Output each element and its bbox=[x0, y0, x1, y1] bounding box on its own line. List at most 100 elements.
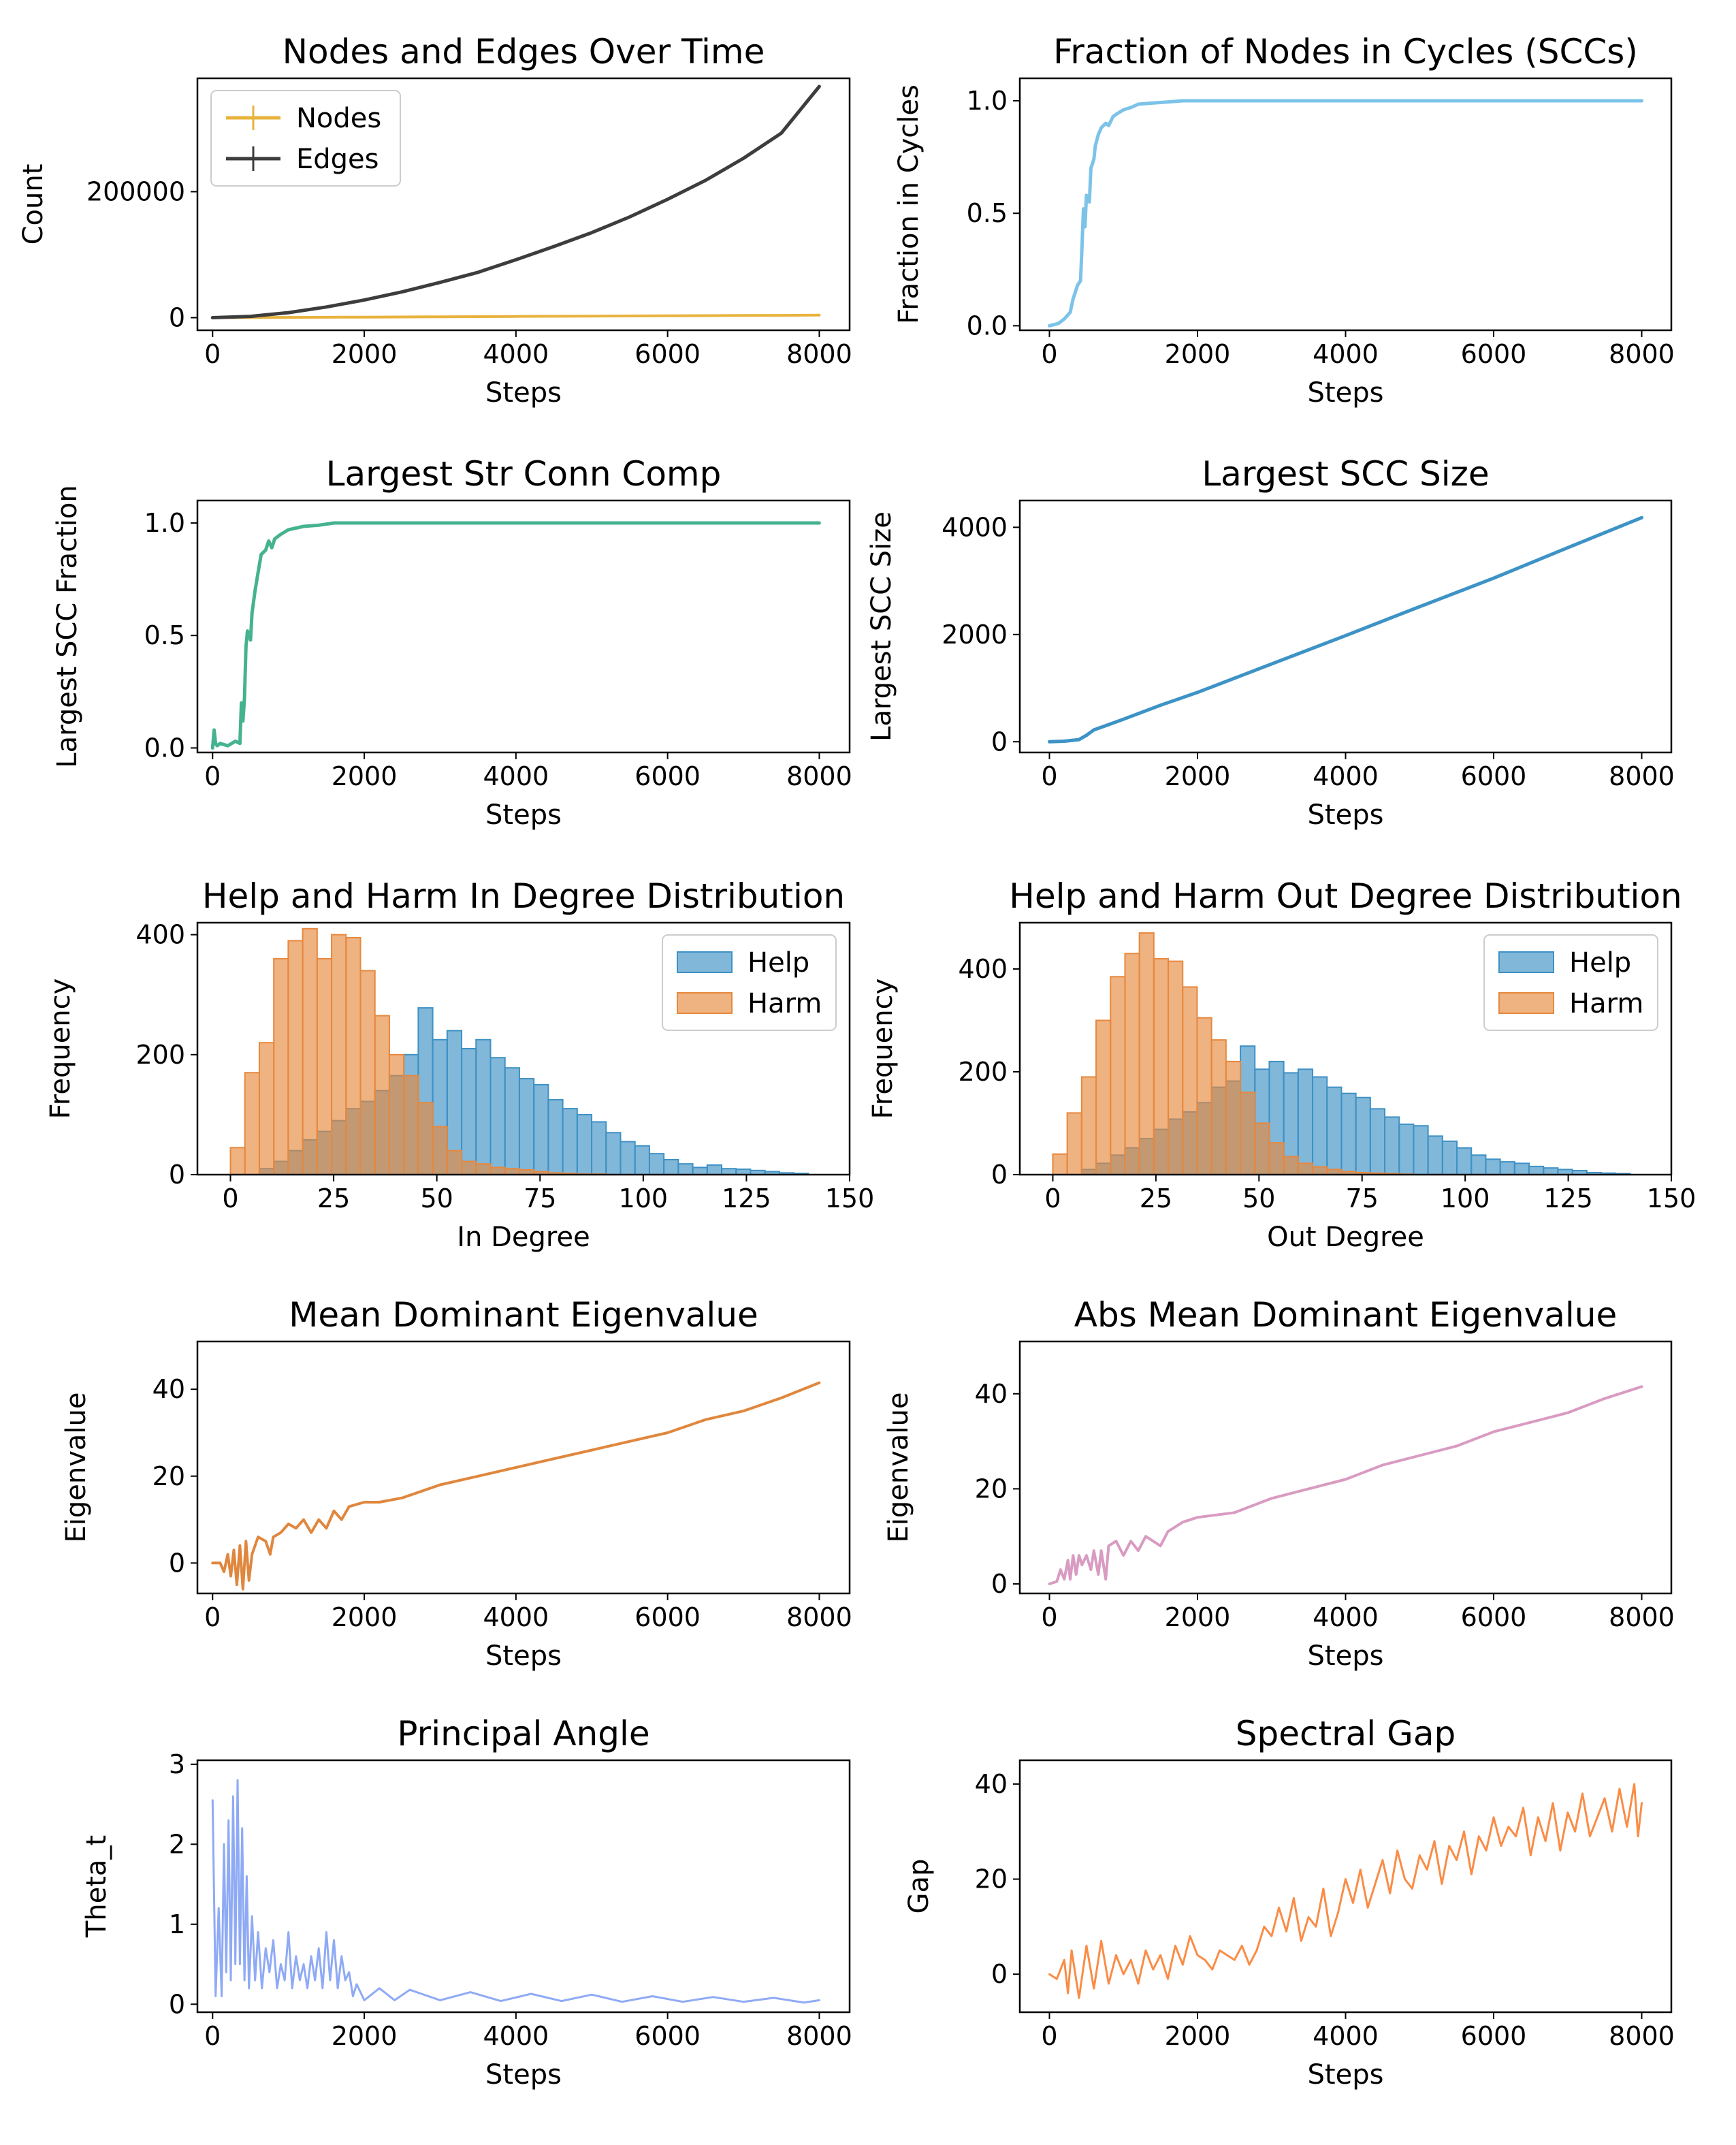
bar-help bbox=[1384, 1116, 1400, 1175]
bar-harm bbox=[244, 1072, 260, 1175]
bar-harm bbox=[1066, 1112, 1082, 1175]
bar-harm bbox=[345, 937, 361, 1175]
y-axis-label: Eigenvalue bbox=[61, 1393, 92, 1543]
bar-harm bbox=[273, 957, 289, 1175]
bar-harm bbox=[316, 957, 333, 1175]
x-tick-label: 4000 bbox=[483, 339, 549, 369]
bar-help bbox=[576, 1113, 593, 1175]
x-tick-label: 100 bbox=[619, 1183, 669, 1213]
chart-title: Abs Mean Dominant Eigenvalue bbox=[1074, 1295, 1617, 1335]
x-axis-label: Steps bbox=[1308, 1640, 1384, 1672]
bar-help bbox=[706, 1164, 723, 1175]
legend-swatch-help bbox=[1498, 951, 1554, 973]
bar-harm bbox=[1225, 1060, 1242, 1175]
chart-title: Fraction of Nodes in Cycles (SCCs) bbox=[1053, 32, 1638, 72]
bar-help bbox=[518, 1078, 535, 1175]
axes-frame bbox=[196, 921, 851, 1176]
axes-frame bbox=[1018, 1340, 1673, 1595]
bar-help bbox=[1456, 1147, 1473, 1175]
y-axis-label: Gap bbox=[903, 1859, 935, 1914]
plot-area bbox=[1048, 1385, 1643, 1585]
bar-harm bbox=[1168, 960, 1184, 1175]
x-tick-label: 8000 bbox=[1609, 761, 1675, 791]
bar-harm bbox=[403, 1075, 419, 1175]
axes-frame bbox=[1018, 1759, 1673, 2014]
axes-frame bbox=[1018, 77, 1673, 332]
bar-harm bbox=[302, 927, 318, 1175]
series-line-gap bbox=[1048, 1783, 1643, 1999]
bar-harm bbox=[287, 940, 304, 1175]
x-tick-label: 4000 bbox=[1313, 2021, 1379, 2051]
bar-harm bbox=[359, 970, 376, 1175]
y-axis-label: Eigenvalue bbox=[883, 1393, 914, 1543]
y-tick-label: 0.5 bbox=[144, 620, 185, 650]
x-tick-label: 125 bbox=[722, 1183, 771, 1213]
x-tick-label: 75 bbox=[524, 1183, 556, 1213]
bar-help bbox=[1470, 1154, 1487, 1175]
y-tick-label: 2 bbox=[169, 1829, 185, 1859]
bar-harm bbox=[1196, 1017, 1212, 1175]
bar-harm bbox=[1095, 1019, 1112, 1175]
legend-label-help: Help bbox=[748, 947, 809, 979]
subplot-p10: Spectral Gap 0 2000 4000 6000 8000 0 20 40 Steps G… bbox=[903, 1714, 1675, 2091]
x-tick-label: 6000 bbox=[1461, 2021, 1527, 2051]
bar-harm bbox=[475, 1163, 492, 1175]
x-tick-label: 50 bbox=[1242, 1183, 1275, 1213]
x-tick-label: 0 bbox=[1041, 761, 1057, 791]
bar-help bbox=[1513, 1162, 1530, 1175]
chart-title: Mean Dominant Eigenvalue bbox=[289, 1295, 758, 1335]
y-axis-label: Largest SCC Size bbox=[866, 511, 897, 742]
x-tick-label: 8000 bbox=[786, 2021, 852, 2051]
x-tick-label: 0 bbox=[1044, 1183, 1061, 1213]
y-axis-label: Frequency bbox=[45, 979, 76, 1119]
x-tick-label: 4000 bbox=[1313, 761, 1379, 791]
plot-area bbox=[211, 1381, 821, 1591]
y-axis-label: Theta_t bbox=[81, 1835, 112, 1938]
bar-help bbox=[1427, 1135, 1443, 1175]
bar-harm bbox=[1268, 1142, 1285, 1175]
y-tick-label: 0 bbox=[169, 1548, 185, 1578]
subplot-p9: Principal Angle 0 2000 4000 6000 8000 0 1 2 3 Step… bbox=[81, 1714, 852, 2091]
bar-help bbox=[1312, 1076, 1328, 1175]
y-axis-label: Frequency bbox=[867, 979, 899, 1119]
x-tick-label: 4000 bbox=[1313, 1602, 1379, 1632]
x-tick-label: 2000 bbox=[332, 2021, 398, 2051]
chart-title: Help and Harm Out Degree Distribution bbox=[1009, 876, 1682, 916]
bar-help bbox=[692, 1166, 708, 1175]
x-tick-label: 25 bbox=[1140, 1183, 1172, 1213]
legend-label-edges: Edges bbox=[296, 144, 379, 175]
bar-harm bbox=[388, 1053, 405, 1175]
bar-help bbox=[677, 1163, 694, 1175]
legend-label-harm: Harm bbox=[1569, 988, 1643, 1019]
subplot-p8: Abs Mean Dominant Eigenvalue 0 2000 4000 600… bbox=[883, 1295, 1675, 1672]
y-tick-label: 20 bbox=[975, 1864, 1008, 1894]
x-tick-label: 6000 bbox=[634, 761, 701, 791]
bar-help bbox=[533, 1083, 549, 1175]
plot-area bbox=[1048, 99, 1643, 328]
x-axis-label: Steps bbox=[485, 1640, 562, 1672]
bar-harm bbox=[504, 1168, 520, 1175]
y-tick-label: 20 bbox=[975, 1474, 1008, 1504]
y-tick-label: 0 bbox=[169, 1160, 185, 1190]
y-tick-label: 400 bbox=[135, 920, 185, 950]
x-tick-label: 50 bbox=[420, 1183, 453, 1213]
bar-harm bbox=[1080, 1076, 1097, 1175]
bar-harm bbox=[1124, 953, 1140, 1175]
x-tick-label: 0 bbox=[204, 2021, 221, 2051]
y-tick-label: 3 bbox=[169, 1749, 185, 1779]
axes-frame bbox=[1018, 921, 1673, 1176]
x-tick-label: 2000 bbox=[1165, 1602, 1231, 1632]
x-tick-label: 0 bbox=[204, 339, 221, 369]
bar-help bbox=[1326, 1086, 1343, 1175]
bar-harm bbox=[1240, 1092, 1256, 1175]
x-tick-label: 6000 bbox=[1461, 339, 1527, 369]
series-line-scc-fraction bbox=[210, 521, 821, 750]
x-tick-label: 0 bbox=[1041, 2021, 1057, 2051]
bar-harm bbox=[489, 1166, 506, 1175]
x-axis-label: Steps bbox=[1308, 2059, 1384, 2091]
bar-help bbox=[1340, 1092, 1357, 1175]
bar-help bbox=[1441, 1140, 1458, 1175]
series-line-edges bbox=[210, 84, 821, 319]
subplot-p2: Fraction of Nodes in Cycles (SCCs) 0 2000 4… bbox=[893, 32, 1675, 409]
